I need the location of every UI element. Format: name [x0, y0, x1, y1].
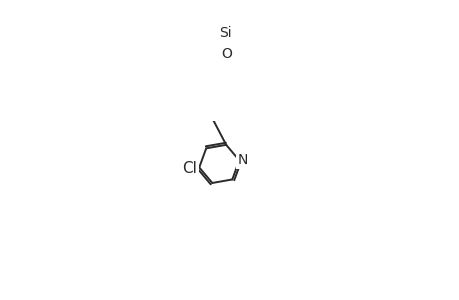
Text: O: O [220, 47, 231, 61]
Text: Si: Si [218, 26, 231, 40]
Text: N: N [237, 153, 247, 167]
Text: Cl: Cl [182, 161, 197, 176]
